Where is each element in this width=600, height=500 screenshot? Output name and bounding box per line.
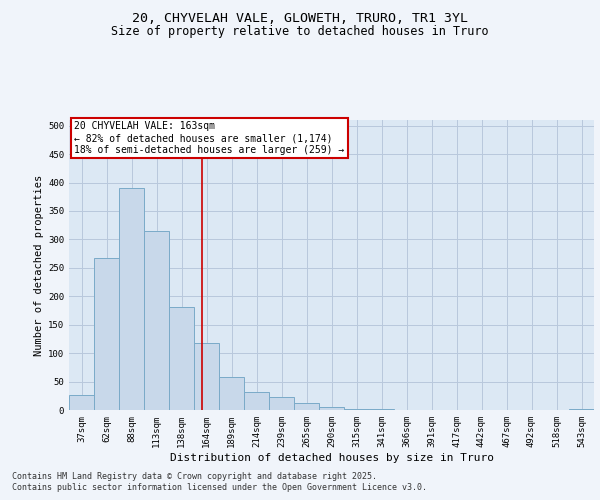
Bar: [219, 377, 244, 410]
X-axis label: Distribution of detached houses by size in Truro: Distribution of detached houses by size …: [170, 452, 493, 462]
Text: 20, CHYVELAH VALE, GLOWETH, TRURO, TR1 3YL: 20, CHYVELAH VALE, GLOWETH, TRURO, TR1 3…: [132, 12, 468, 26]
Y-axis label: Number of detached properties: Number of detached properties: [34, 174, 44, 356]
Text: Contains public sector information licensed under the Open Government Licence v3: Contains public sector information licen…: [12, 484, 427, 492]
Bar: [144, 231, 169, 410]
Bar: [269, 398, 294, 410]
Bar: [94, 258, 119, 410]
Text: 20 CHYVELAH VALE: 163sqm
← 82% of detached houses are smaller (1,174)
18% of sem: 20 CHYVELAH VALE: 163sqm ← 82% of detach…: [74, 122, 344, 154]
Bar: [244, 392, 269, 410]
Text: Contains HM Land Registry data © Crown copyright and database right 2025.: Contains HM Land Registry data © Crown c…: [12, 472, 377, 481]
Bar: [319, 406, 344, 410]
Bar: [169, 306, 194, 410]
Bar: [344, 409, 369, 410]
Bar: [119, 188, 144, 410]
Bar: [569, 409, 594, 410]
Bar: [69, 394, 94, 410]
Text: Size of property relative to detached houses in Truro: Size of property relative to detached ho…: [111, 25, 489, 38]
Bar: [294, 402, 319, 410]
Bar: [194, 343, 219, 410]
